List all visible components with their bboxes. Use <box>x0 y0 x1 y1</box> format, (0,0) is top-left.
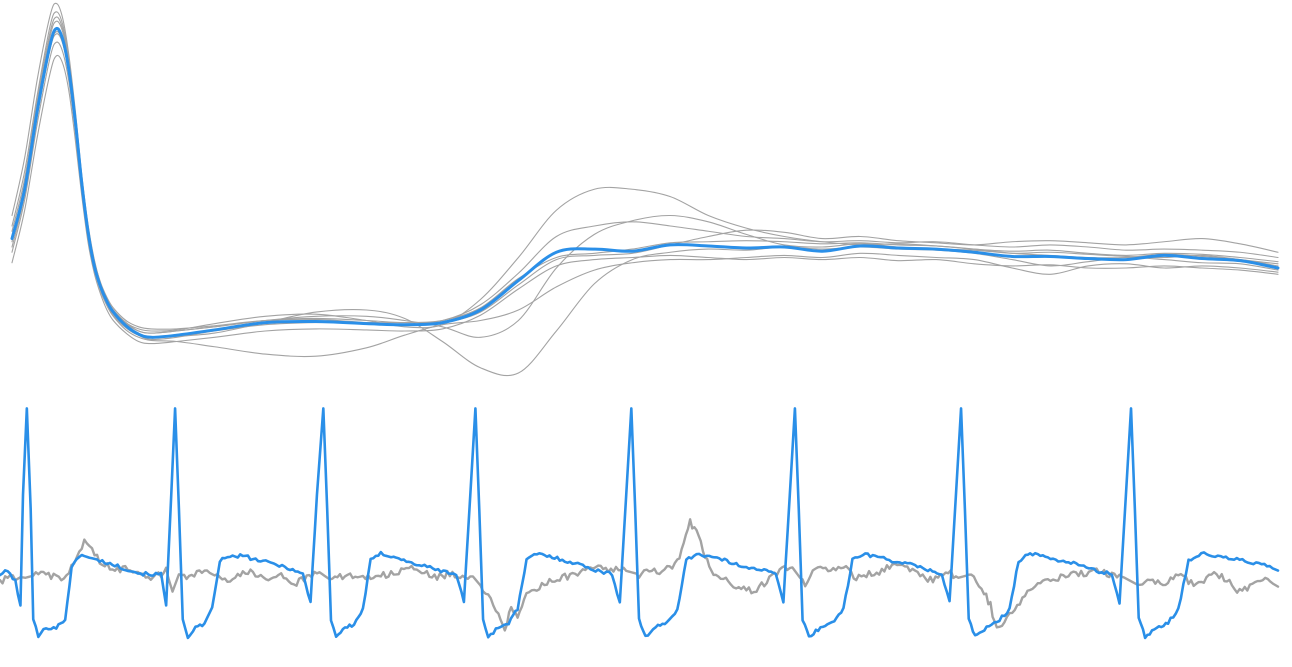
beat-line-6 <box>11 41 1279 358</box>
beat-line-3 <box>11 20 1279 332</box>
beat-line-5 <box>11 11 1279 330</box>
beat-line-7 <box>11 16 1279 338</box>
average-beat-line <box>10 26 1280 339</box>
beat-line-1 <box>11 2 1279 334</box>
beat-line-4 <box>11 33 1279 377</box>
ecg-trace-panel <box>0 407 1280 640</box>
averaged-beat-panel <box>10 2 1280 377</box>
beat-line-2 <box>11 54 1279 345</box>
ecg-trace-line-1 <box>0 518 1280 632</box>
ecg-trace-line-0 <box>0 407 1280 640</box>
beat-line-8 <box>11 31 1279 341</box>
